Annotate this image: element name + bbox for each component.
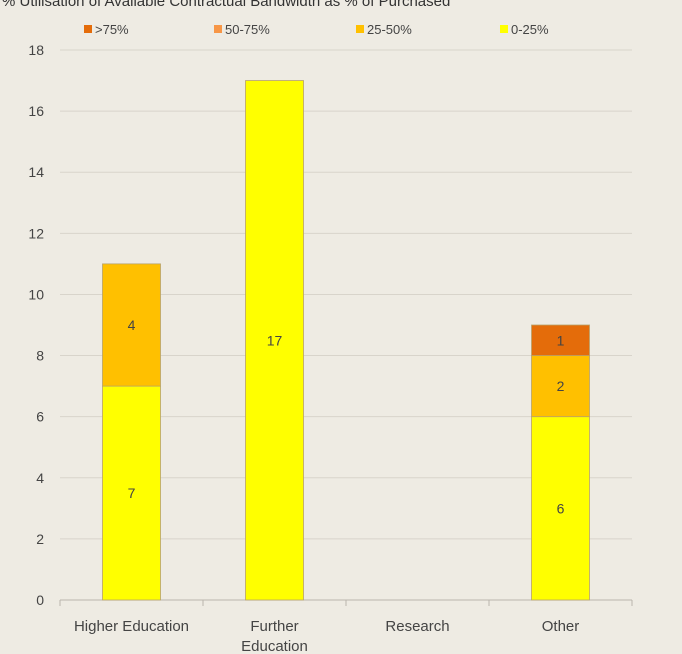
legend-swatch (214, 25, 222, 33)
legend-swatch (84, 25, 92, 33)
data-label: 6 (557, 500, 565, 516)
y-tick-label: 12 (28, 225, 44, 241)
data-label: 2 (557, 378, 565, 394)
legend-label: 0-25% (511, 22, 549, 37)
bar-segment (531, 324, 590, 356)
y-tick-label: 4 (36, 470, 44, 486)
y-tick-label: 0 (36, 592, 44, 608)
y-tick-label: 16 (28, 103, 44, 119)
bars (102, 80, 590, 601)
y-tick-label: 10 (28, 286, 44, 302)
legend: >75% 50-75% 25-50% 0-25% (84, 22, 549, 37)
legend-label: 50-75% (225, 22, 270, 37)
legend-label: 25-50% (367, 22, 412, 37)
y-tick-label: 2 (36, 531, 44, 547)
legend-swatch (356, 25, 364, 33)
data-label: 1 (557, 332, 565, 348)
chart-title: % Utilisation of Available Contractual B… (2, 0, 450, 10)
data-label: 4 (128, 317, 136, 333)
x-category-label: Further Education (241, 618, 308, 654)
x-category-label: Other (542, 618, 580, 635)
x-category-label: Research (385, 618, 449, 635)
data-label: 7 (128, 485, 136, 501)
bar-segment (531, 416, 590, 601)
y-tick-label: 18 (28, 42, 44, 58)
y-tick-label: 6 (36, 409, 44, 425)
x-category-label: Higher Education (74, 618, 189, 635)
y-tick-label: 14 (28, 164, 44, 180)
data-labels: 7 4 17 6 2 1 (128, 317, 565, 516)
data-label: 17 (267, 332, 283, 348)
y-tick-label: 8 (36, 348, 44, 364)
bar-segment (102, 263, 161, 387)
bar-segment (245, 80, 304, 601)
bar-segment (531, 355, 590, 418)
legend-swatch (500, 25, 508, 33)
legend-label: >75% (95, 22, 129, 37)
bar-segment (102, 385, 161, 601)
